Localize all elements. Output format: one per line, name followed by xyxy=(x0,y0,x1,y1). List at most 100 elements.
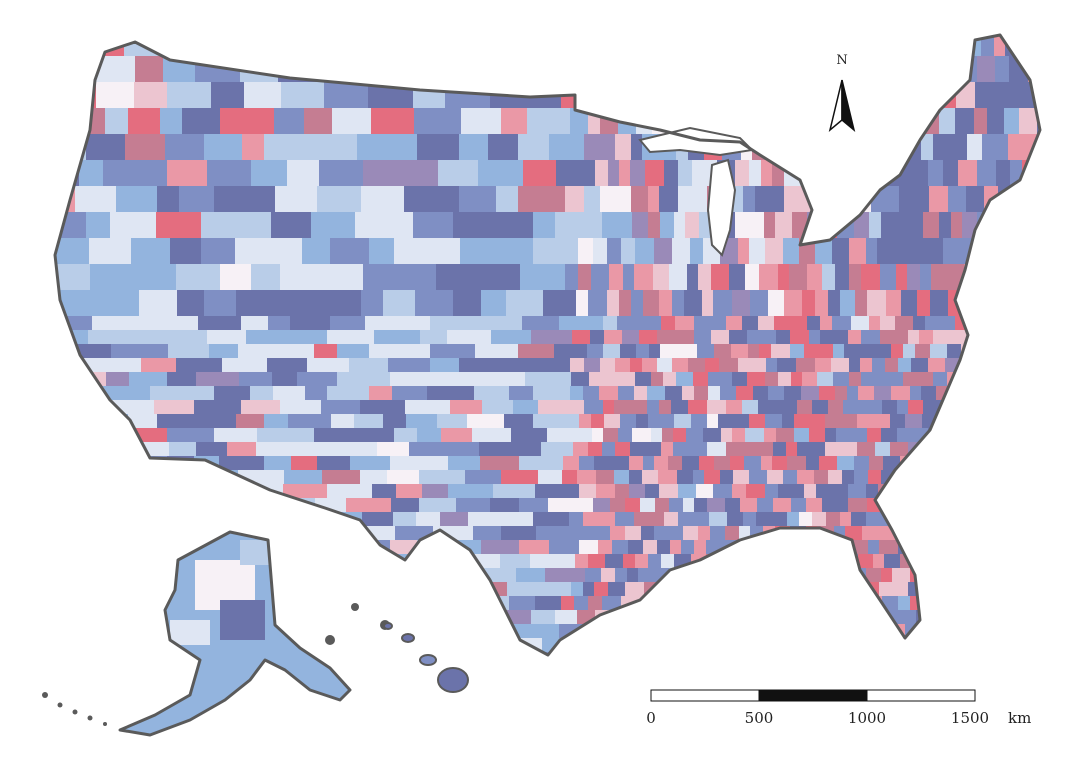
county-cell xyxy=(748,652,768,655)
county-cell xyxy=(575,526,593,541)
county-cell xyxy=(55,56,90,83)
county-cell xyxy=(791,316,808,331)
county-cell xyxy=(671,596,691,611)
county-cell xyxy=(894,484,907,499)
county-cell xyxy=(264,456,292,471)
county-cell xyxy=(55,386,81,401)
county-cell xyxy=(947,414,964,429)
county-cell xyxy=(825,442,840,457)
county-cell xyxy=(170,238,202,265)
county-cell xyxy=(869,316,881,331)
county-cell xyxy=(938,624,956,639)
county-cell xyxy=(475,344,519,359)
county-cell xyxy=(1043,290,1062,317)
county-cell xyxy=(995,290,1011,317)
county-cell xyxy=(119,596,157,611)
county-cell xyxy=(1004,610,1023,625)
county-cell xyxy=(791,82,809,109)
county-cell xyxy=(448,484,494,499)
county-cell xyxy=(419,498,457,513)
county-cell xyxy=(665,386,683,401)
county-cell xyxy=(622,624,638,639)
county-cell xyxy=(893,238,912,265)
county-cell xyxy=(760,330,777,345)
county-cell xyxy=(446,610,486,625)
county-cell xyxy=(895,316,914,331)
county-cell xyxy=(1042,56,1060,83)
county-cell xyxy=(819,386,836,401)
county-cell xyxy=(290,316,331,331)
county-cell xyxy=(407,35,439,57)
county-cell xyxy=(417,134,460,161)
county-cell xyxy=(702,290,714,317)
county-cell xyxy=(421,568,447,583)
county-cell xyxy=(894,330,909,345)
county-cell xyxy=(541,442,574,457)
county-cell xyxy=(573,442,589,457)
county-cell xyxy=(560,35,576,57)
county-cell xyxy=(879,540,899,555)
county-cell xyxy=(745,264,760,291)
county-cell xyxy=(523,160,557,187)
county-cell xyxy=(648,212,661,239)
county-cell xyxy=(931,264,946,291)
county-cell xyxy=(608,638,622,653)
county-cell xyxy=(975,540,994,555)
county-cell xyxy=(946,56,962,83)
county-cell xyxy=(750,290,769,317)
county-cell xyxy=(462,652,509,655)
county-cell xyxy=(168,316,199,331)
county-cell xyxy=(703,428,722,443)
county-cell xyxy=(937,568,954,583)
county-cell xyxy=(55,456,93,471)
county-cell xyxy=(518,134,550,161)
county-cell xyxy=(288,414,332,429)
county-cell xyxy=(881,568,893,583)
county-cell xyxy=(693,470,705,485)
county-cell xyxy=(776,330,791,345)
county-cell xyxy=(754,610,773,625)
county-cell xyxy=(602,212,614,239)
county-cell xyxy=(629,470,643,485)
county-cell xyxy=(387,470,420,485)
county-cell xyxy=(890,442,909,457)
county-cell xyxy=(1009,428,1021,443)
county-cell xyxy=(720,470,734,485)
county-cell xyxy=(820,568,837,583)
county-cell xyxy=(55,498,78,513)
county-cell xyxy=(571,372,590,387)
county-cell xyxy=(251,160,288,187)
county-cell xyxy=(55,330,89,345)
county-cell xyxy=(134,652,171,655)
county-cell xyxy=(605,372,624,387)
county-cell xyxy=(730,456,745,471)
county-cell xyxy=(413,82,446,109)
county-cell xyxy=(746,108,763,135)
county-cell xyxy=(642,358,658,373)
county-cell xyxy=(968,624,981,639)
county-cell xyxy=(957,596,970,611)
county-cell xyxy=(839,442,858,457)
county-cell xyxy=(927,652,940,655)
county-cell xyxy=(726,400,743,415)
county-cell xyxy=(97,568,129,583)
county-cell xyxy=(915,456,934,471)
county-cell xyxy=(280,400,322,415)
county-cell xyxy=(91,526,116,541)
county-cell xyxy=(780,35,797,57)
county-cell xyxy=(892,372,904,387)
county-cell xyxy=(649,344,661,359)
county-cell xyxy=(927,238,944,265)
county-cell xyxy=(986,456,998,471)
county-cell xyxy=(820,330,833,345)
county-cell xyxy=(173,512,201,527)
county-cell xyxy=(335,442,378,457)
county-cell xyxy=(579,456,595,471)
county-cell xyxy=(131,238,171,265)
county-cell xyxy=(517,442,542,457)
county-cell xyxy=(683,498,695,513)
county-cell xyxy=(1030,400,1040,415)
county-cell xyxy=(789,264,808,291)
county-cell xyxy=(578,56,590,83)
